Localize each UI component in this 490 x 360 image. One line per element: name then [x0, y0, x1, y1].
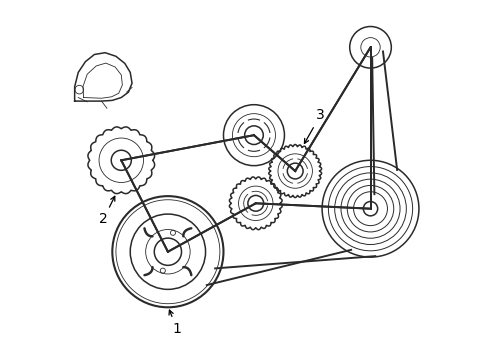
Text: 1: 1	[169, 310, 181, 336]
Text: 3: 3	[304, 108, 325, 143]
Text: 2: 2	[99, 196, 115, 226]
